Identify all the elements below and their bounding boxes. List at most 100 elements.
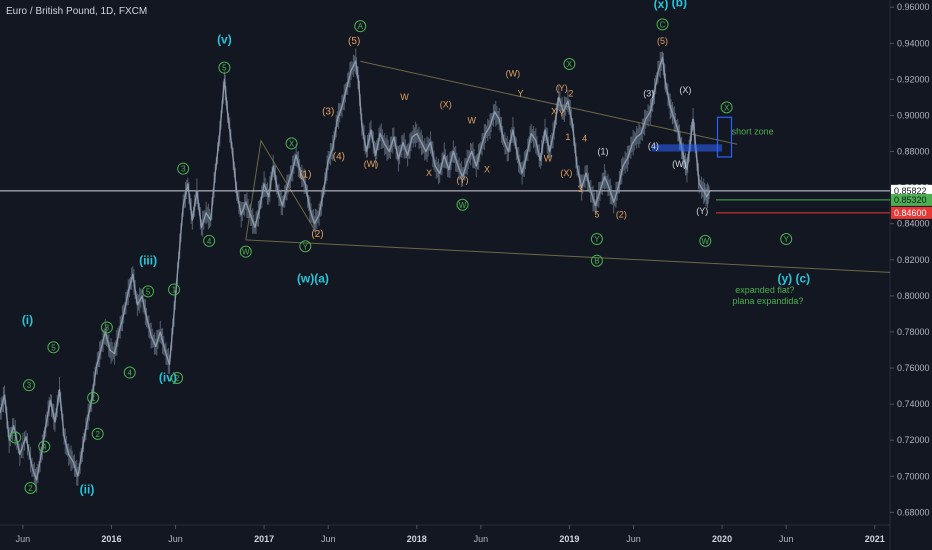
price-label-text: 0.85822 [894, 186, 927, 196]
circled-wave-label: Y [590, 233, 603, 246]
y-tick-label: 0.84000 [897, 219, 930, 229]
circled-wave-label: W [239, 245, 252, 258]
wave-label: (b) [672, 0, 687, 9]
circled-wave-label: 1 [87, 391, 100, 404]
wave-label: X [426, 168, 432, 178]
wave-circle-text: 3 [181, 165, 186, 174]
wave-circle [456, 198, 469, 211]
circled-wave-label: Y [780, 233, 793, 246]
wave-circle [177, 162, 190, 175]
wave-circle [720, 101, 733, 114]
price-series-layer [0, 48, 711, 493]
wave-circle-text: 4 [42, 443, 47, 452]
wave-label: (2) [311, 229, 323, 240]
x-tick-label: 2019 [559, 534, 579, 544]
wave-circle [780, 233, 793, 246]
wave-label: (5) [348, 36, 360, 47]
wave-circle [123, 366, 136, 379]
y-tick-label: 0.80000 [897, 291, 930, 301]
x-tick-label: 2017 [254, 534, 274, 544]
wave-circle-text: W [459, 201, 467, 210]
circled-wave-label: X [285, 137, 298, 150]
wave-label: (3) [322, 107, 334, 118]
wave-circle-text: Y [303, 242, 309, 251]
wave-label: short zone [732, 126, 774, 136]
wave-circle-text: 5 [51, 343, 56, 352]
price-label-text: 0.85320 [894, 195, 927, 205]
y-tick-label: 0.88000 [897, 147, 930, 157]
wave-circle-text: 2 [28, 484, 33, 493]
wave-circle-text: 3 [27, 381, 32, 390]
wave-label: (X) [679, 85, 691, 95]
price-label-text: 0.84600 [894, 208, 927, 218]
wave-circle-text: 4 [128, 369, 133, 378]
y-tick-label: 0.68000 [897, 507, 930, 517]
wave-circle [24, 482, 37, 495]
wave-label: (x) [654, 0, 669, 11]
circled-wave-label: 2 [171, 371, 184, 384]
wave-label: 3 [578, 184, 583, 194]
circled-wave-label: 4 [203, 234, 216, 247]
wave-label: (Y) [696, 206, 708, 216]
wave-circle [203, 234, 216, 247]
wave-label: (W) [506, 69, 521, 79]
wave-circle-text: W [242, 248, 250, 257]
wave-label: plana expandida? [732, 296, 803, 306]
wave-circle-text: 2 [175, 374, 180, 383]
wave-circle [100, 321, 113, 334]
circled-wave-label: 5 [142, 285, 155, 298]
circled-wave-label: A [354, 20, 367, 33]
price-label-bg [891, 206, 932, 219]
wave-label: 5 [594, 209, 599, 219]
y-tick-label: 0.90000 [897, 110, 930, 120]
circled-wave-label: 1 [168, 283, 181, 296]
price-axis[interactable]: 0.960000.940000.920000.900000.880000.860… [890, 2, 932, 517]
wave-label: (y) (c) [777, 271, 810, 285]
x-tick-label: Jun [779, 534, 794, 544]
circled-wave-label: 2 [91, 427, 104, 440]
wave-label: (3) [643, 89, 654, 99]
circled-wave-label: C [656, 18, 669, 31]
wave-circle-text: C [660, 20, 666, 29]
wave-circle-text: 2 [95, 430, 100, 439]
wave-circle-text: 4 [207, 237, 212, 246]
wave-label: (1) [598, 146, 609, 156]
price-label-bg [891, 193, 932, 206]
time-axis[interactable]: Jun 2016 Jun 2017 Jun 2018 Jun 2019 Jun 2020 Jun 20… [16, 525, 885, 544]
x-tick-label: Jun [16, 534, 31, 544]
x-tick-label: 2021 [865, 534, 885, 544]
wave-circle-text: 1 [91, 394, 96, 403]
wave-circle [299, 240, 312, 253]
wave-circle [38, 440, 51, 453]
wave-circle-text: X [289, 139, 295, 148]
circled-wave-label: Y [299, 240, 312, 253]
circled-wave-label: 5 [218, 61, 231, 74]
wave-circle [656, 18, 669, 31]
lower-channel [245, 239, 891, 273]
wave-circle-text: 1 [13, 434, 18, 443]
wave-circle [218, 61, 231, 74]
circled-wave-label: X [563, 58, 576, 71]
current-price-label: 0.85822 [891, 184, 932, 197]
wave-circle [699, 234, 712, 247]
wave-circle-text: W [702, 237, 710, 246]
wave-circle [239, 245, 252, 258]
stop-price-label: 0.84600 [891, 206, 932, 219]
wave-circle [91, 427, 104, 440]
wave-label: (Y) [556, 83, 568, 93]
circled-wave-label: 1 [9, 431, 22, 444]
wave-label: Y [518, 89, 524, 99]
wave-circle-text: 5 [146, 287, 151, 296]
wave-label: (X) [440, 99, 452, 109]
wave-circle [47, 341, 60, 354]
wave-circle [590, 233, 603, 246]
wave-label: X [484, 164, 490, 174]
wave-label: (2) [616, 209, 627, 219]
wave-label: expanded flat? [735, 285, 794, 295]
wave-circle-text: A [358, 22, 364, 31]
wave-circle [142, 285, 155, 298]
circled-wave-label: B [590, 254, 603, 267]
wave-circle-text: 3 [105, 323, 110, 332]
